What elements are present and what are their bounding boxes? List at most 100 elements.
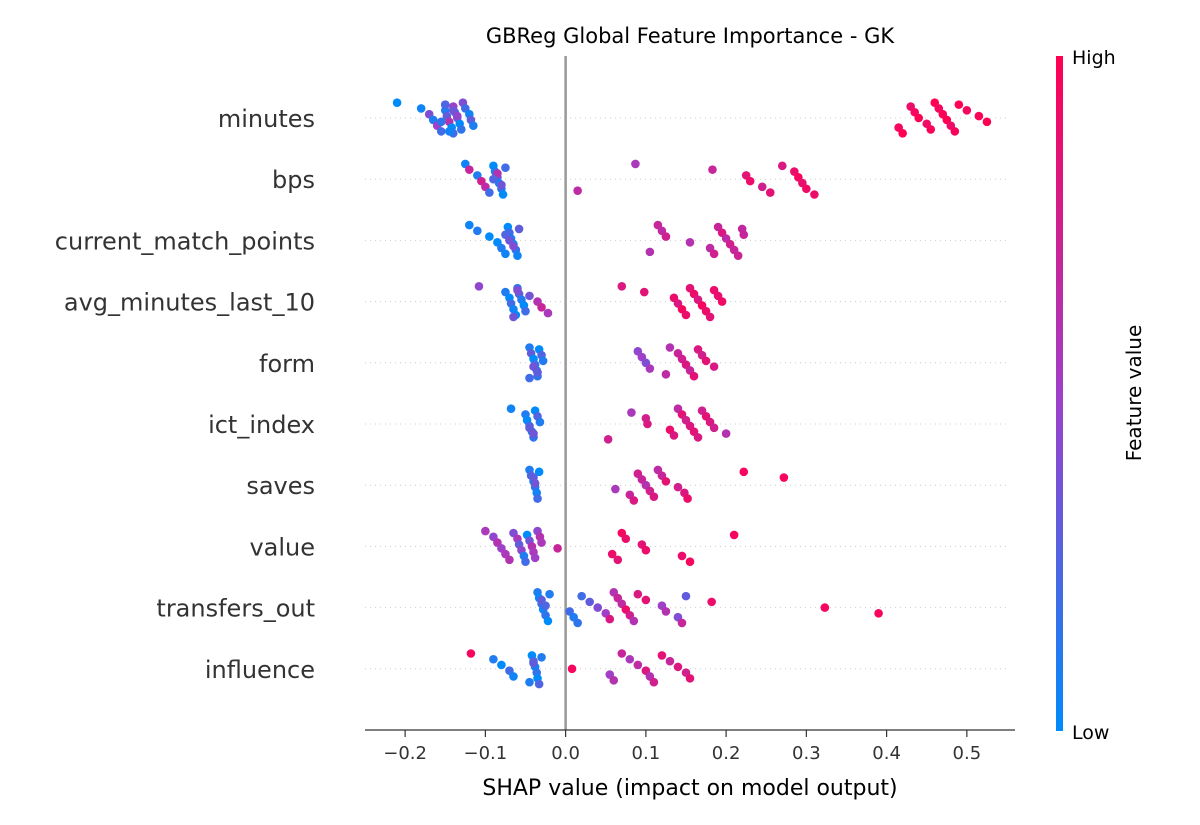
shap-point-ict_index (627, 408, 636, 417)
shap-point-avg_minutes_last_10 (537, 303, 546, 312)
shap-points (393, 98, 991, 688)
shap-point-value (481, 527, 490, 536)
shap-point-transfers_out (573, 619, 582, 628)
shap-point-ict_index (507, 404, 516, 413)
shap-point-transfers_out (634, 590, 643, 599)
shap-point-influence (568, 665, 577, 674)
shap-point-form (666, 343, 675, 352)
shap-point-minutes (453, 112, 462, 121)
shap-point-avg_minutes_last_10 (617, 282, 626, 291)
shap-point-avg_minutes_last_10 (640, 288, 649, 297)
shap-point-form (662, 370, 671, 379)
shap-point-bps (573, 186, 582, 195)
shap-point-avg_minutes_last_10 (509, 313, 518, 322)
shap-point-minutes (926, 125, 935, 134)
shap-point-transfers_out (874, 609, 883, 618)
shap-point-bps (499, 190, 508, 199)
feature-label-form: form (259, 350, 315, 378)
shap-point-influence (489, 655, 498, 664)
shap-point-transfers_out (544, 617, 553, 626)
shap-point-current_match_points (513, 251, 522, 260)
shap-point-bps (501, 163, 510, 172)
shap-point-current_match_points (485, 232, 494, 241)
shap-point-avg_minutes_last_10 (718, 297, 727, 306)
shap-point-transfers_out (678, 619, 687, 628)
shap-point-value (553, 544, 562, 553)
shap-point-form (702, 357, 711, 366)
shap-point-saves (662, 477, 671, 486)
shap-point-influence (674, 663, 683, 672)
shap-point-form (690, 372, 699, 381)
shap-point-form (539, 357, 548, 366)
shap-point-form (525, 374, 534, 383)
shap-point-influence (537, 653, 546, 662)
shap-point-influence (626, 655, 635, 664)
shap-point-current_match_points (686, 238, 695, 247)
shap-point-form (646, 364, 655, 373)
colorbar-title: Feature value (1122, 325, 1146, 462)
x-axis-label: SHAP value (impact on model output) (482, 776, 897, 801)
shap-point-bps (489, 175, 498, 184)
colorbar-high-label: High (1072, 47, 1116, 69)
shap-point-bps (778, 162, 787, 171)
shap-point-ict_index (643, 420, 652, 429)
shap-point-ict_index (604, 435, 613, 444)
shap-point-avg_minutes_last_10 (706, 313, 715, 322)
shap-point-influence (529, 659, 538, 668)
shap-point-minutes (898, 129, 907, 138)
colorbar-gradient (1056, 56, 1063, 731)
shap-point-bps (758, 183, 767, 192)
shap-point-minutes (914, 114, 923, 123)
shap-point-bps (497, 181, 506, 190)
shap-point-bps (766, 188, 775, 197)
shap-point-bps (802, 184, 811, 193)
shap-point-value (537, 538, 546, 547)
shap-point-minutes (469, 121, 478, 130)
feature-label-minutes: minutes (218, 105, 315, 133)
colorbar-low-label: Low (1072, 722, 1109, 744)
x-tick-label: 0.4 (872, 743, 901, 764)
feature-label-influence: influence (205, 656, 315, 684)
shap-point-influence (609, 676, 618, 685)
shap-point-minutes (951, 127, 960, 136)
shap-point-saves (531, 479, 540, 488)
shap-point-value (613, 555, 622, 564)
shap-point-current_match_points (515, 225, 524, 234)
shap-point-influence (497, 661, 506, 670)
shap-point-value (531, 554, 540, 563)
shap-point-bps (465, 165, 474, 174)
shap-point-minutes (437, 118, 446, 127)
shap-point-form (710, 362, 719, 371)
shap-point-bps (746, 177, 755, 186)
shap-point-avg_minutes_last_10 (475, 282, 484, 291)
shap-point-influence (658, 651, 667, 660)
shap-point-transfers_out (662, 607, 671, 616)
shap-point-current_match_points (465, 221, 474, 230)
shap-point-influence (634, 661, 643, 670)
feature-label-ict_index: ict_index (208, 411, 315, 439)
shap-point-saves (780, 473, 789, 482)
chart-title: GBReg Global Feature Importance - GK (486, 24, 895, 48)
shap-point-avg_minutes_last_10 (521, 307, 530, 316)
x-tick-label: 0.1 (632, 743, 661, 764)
shap-point-transfers_out (707, 598, 716, 607)
shap-point-current_match_points (710, 249, 719, 258)
shap-point-saves (674, 483, 683, 492)
shap-point-form (533, 368, 542, 377)
shap-point-influence (666, 657, 675, 666)
feature-label-avg_minutes_last_10: avg_minutes_last_10 (64, 289, 315, 317)
shap-point-ict_index (694, 433, 703, 442)
shap-point-avg_minutes_last_10 (682, 311, 691, 320)
x-tick-label: −0.1 (464, 743, 508, 764)
shap-point-transfers_out (630, 617, 639, 626)
shap-point-transfers_out (577, 592, 586, 601)
shap-point-transfers_out (545, 590, 554, 599)
shap-point-current_match_points (734, 251, 743, 260)
shap-point-minutes (983, 118, 992, 127)
x-tick-label: 0.3 (792, 743, 821, 764)
shap-point-influence (686, 674, 695, 683)
shap-point-influence (509, 672, 518, 681)
shap-point-ict_index (710, 424, 719, 433)
